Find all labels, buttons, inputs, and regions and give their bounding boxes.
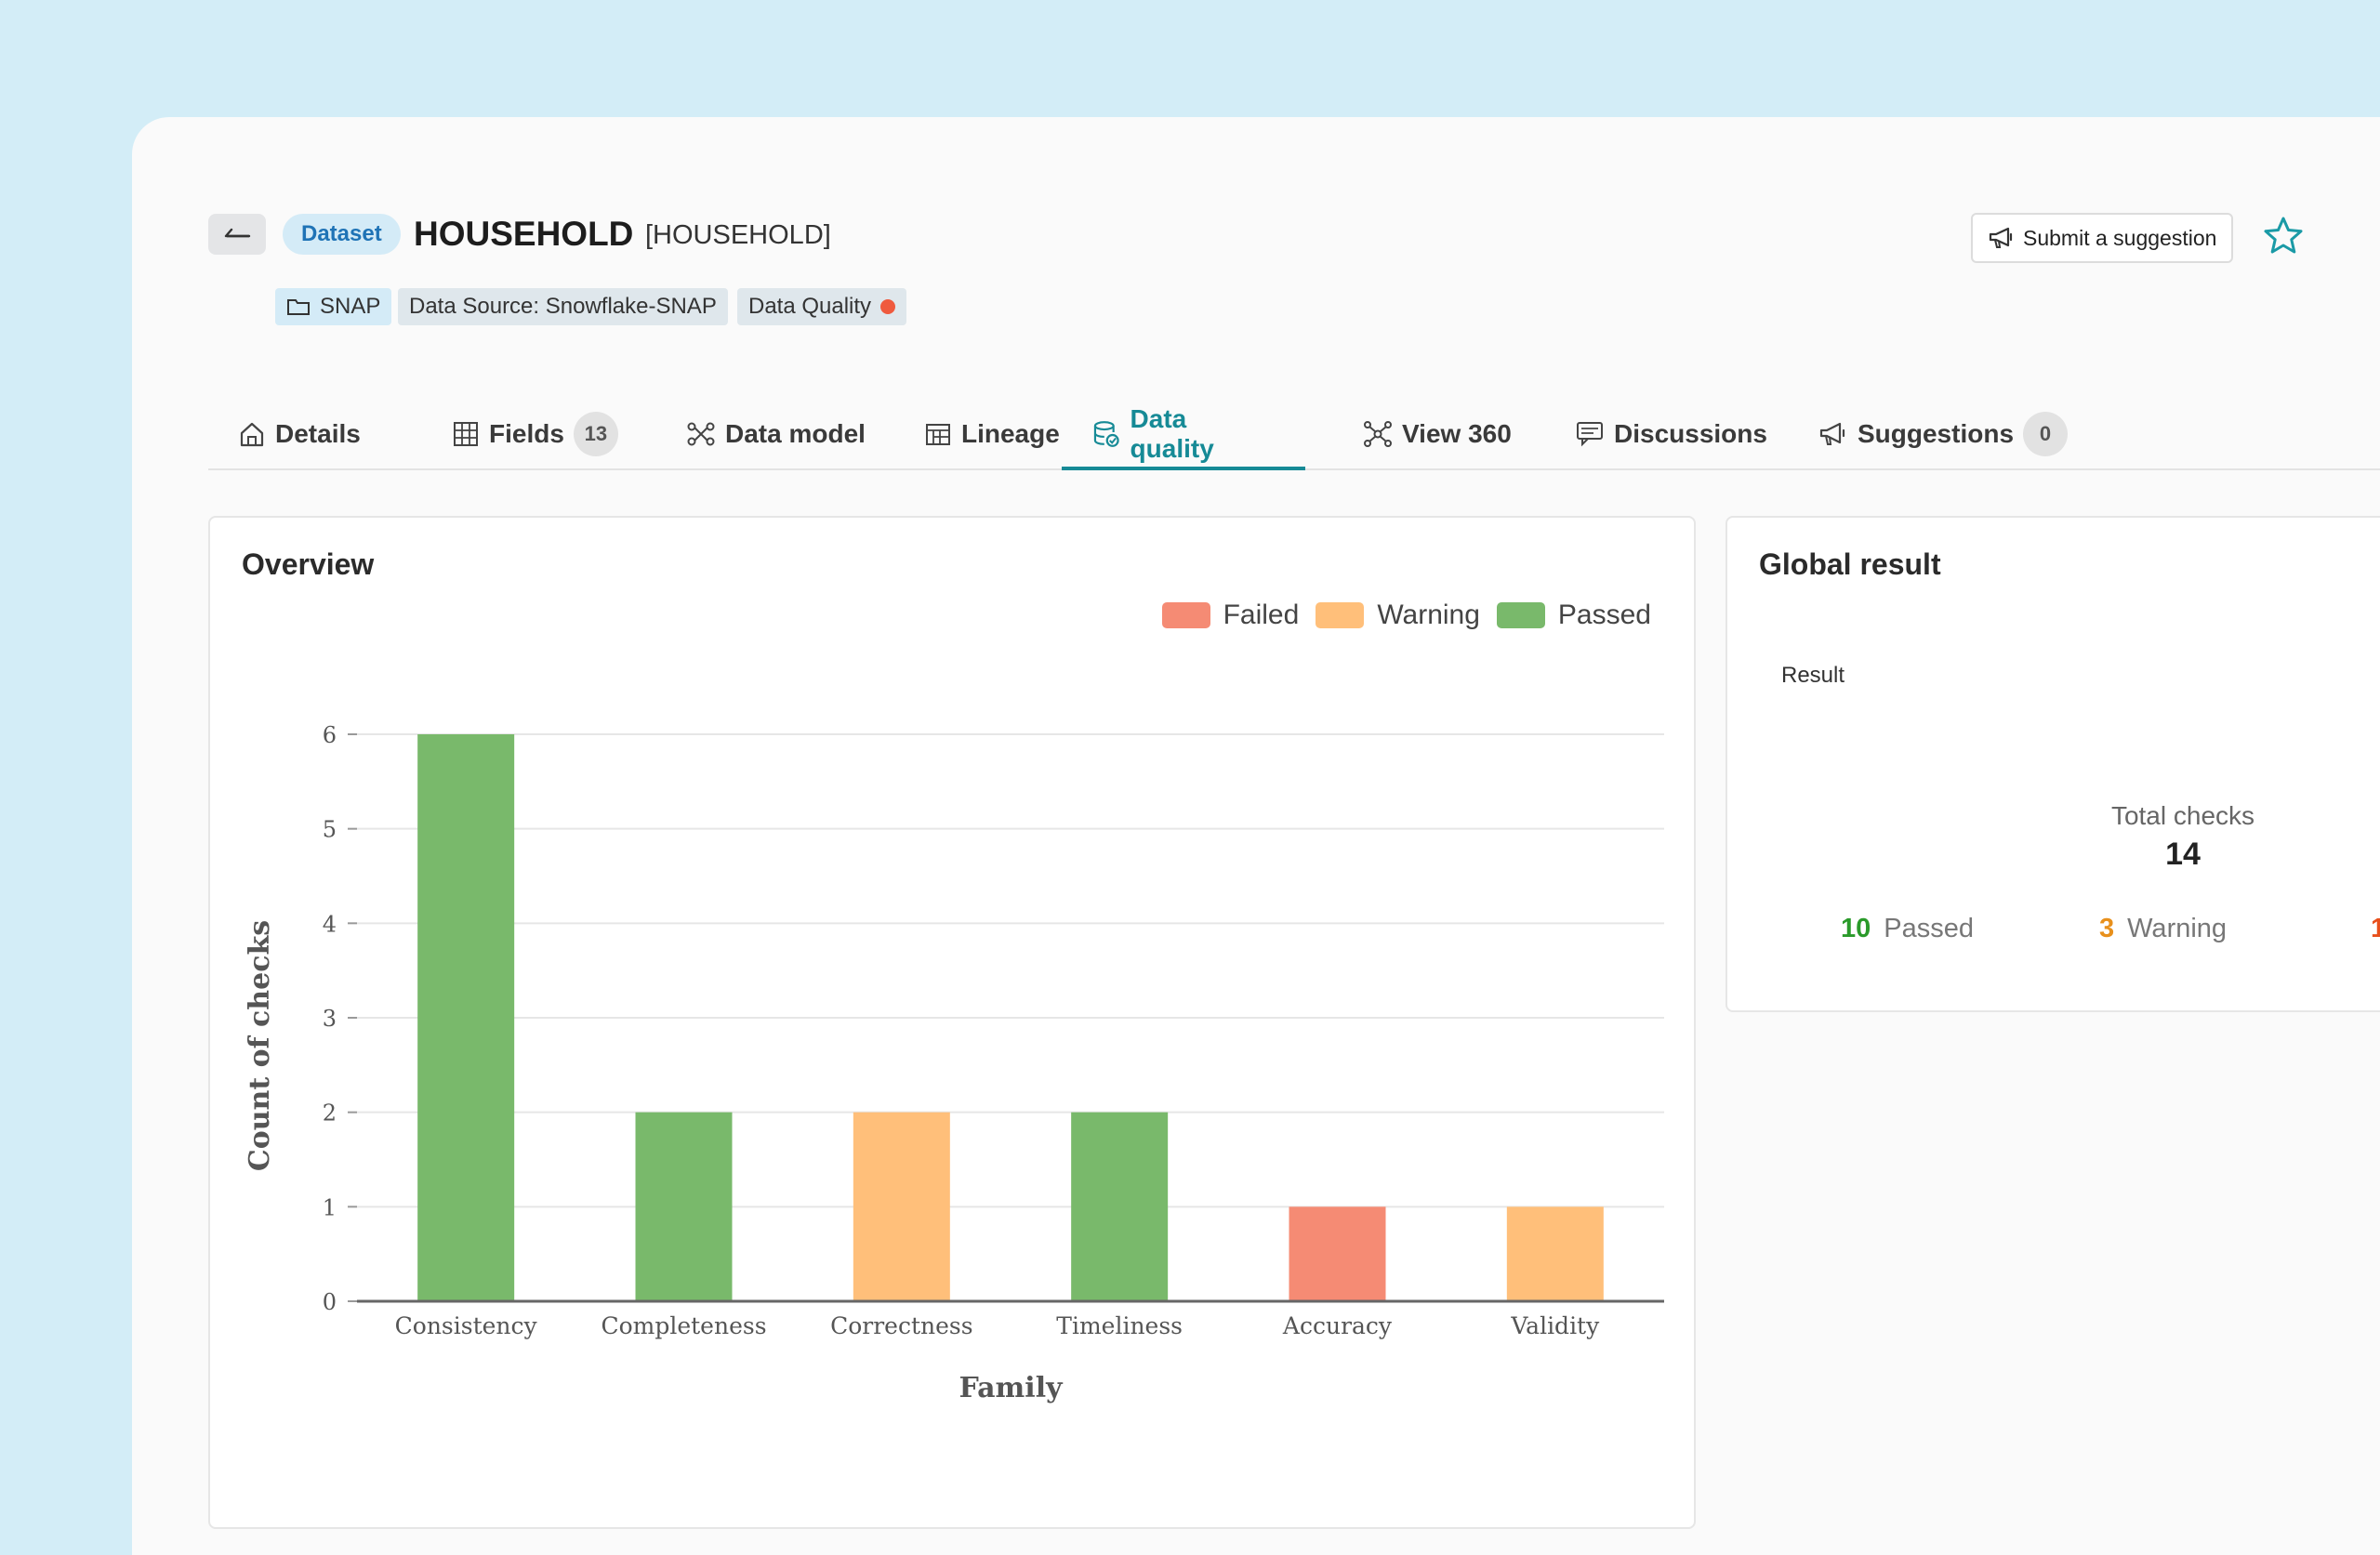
legend-label-failed: Failed (1223, 600, 1300, 630)
tab-suggestions[interactable]: Suggestions 0 (1789, 400, 2097, 468)
legend-swatch-failed (1161, 602, 1210, 628)
failed-stat: 1 (2371, 914, 2380, 944)
tab-fields-label: Fields (489, 419, 564, 448)
database-check-icon (1093, 421, 1119, 447)
data-source-chip[interactable]: Data Source: Snowflake-SNAP (398, 288, 728, 325)
page-title: HOUSEHOLD (414, 215, 634, 253)
passed-stat: 10 Passed (1841, 914, 1974, 944)
home-icon (240, 422, 264, 447)
folder-icon (287, 299, 310, 315)
passed-label: Passed (1884, 914, 1974, 943)
data-quality-chip[interactable]: Data Quality (737, 288, 907, 325)
bar-correctness[interactable] (853, 1112, 950, 1301)
warning-label: Warning (2127, 914, 2228, 943)
tab-suggestions-label: Suggestions (1858, 419, 2015, 448)
tab-view-360[interactable]: View 360 (1333, 400, 1541, 468)
warning-count: 3 (2099, 914, 2115, 943)
x-tick-label: Consistency (395, 1312, 538, 1339)
total-checks-label: Total checks (2110, 801, 2255, 830)
back-button[interactable] (208, 214, 266, 255)
quality-status-dot (880, 299, 896, 314)
submit-suggestion-label: Submit a suggestion (2023, 225, 2217, 250)
global-result-title: Global result (1759, 547, 1941, 581)
legend-label-passed: Passed (1557, 600, 1651, 630)
x-tick-label: Timeliness (1056, 1312, 1183, 1339)
tab-details-label: Details (275, 419, 361, 448)
warning-stat: 3 Warning (2099, 914, 2227, 944)
bar-timeliness[interactable] (1071, 1112, 1169, 1301)
bar-chart: 0 1 2 3 4 5 6 Consistency Completeness Correctnes… (244, 722, 1664, 1404)
data-quality-label: Data Quality (748, 294, 872, 319)
tab-lineage[interactable]: Lineage (894, 400, 1090, 468)
chat-icon (1577, 422, 1603, 447)
bar-accuracy[interactable] (1289, 1206, 1386, 1301)
total-checks-value: 14 (2165, 837, 2201, 872)
folder-chip[interactable]: SNAP (275, 288, 392, 325)
x-axis-title: Family (959, 1372, 1064, 1404)
overview-panel: Overview Failed Warning Passed 0 1 2 3 4 5 6 Co… (208, 516, 1696, 1529)
passed-count: 10 (1841, 914, 1871, 943)
bar-consistency[interactable] (417, 734, 515, 1301)
failed-count: 1 (2371, 914, 2380, 943)
y-tick-label: 2 (323, 1100, 337, 1127)
chart-legend: Failed Warning Passed (1161, 600, 1651, 631)
tab-data-quality[interactable]: Data quality (1062, 400, 1305, 470)
bar-completeness[interactable] (635, 1112, 733, 1301)
tab-data-model[interactable]: Data model (656, 400, 895, 468)
megaphone-icon (1989, 227, 2013, 248)
y-tick-label: 3 (323, 1006, 337, 1032)
legend-item-failed[interactable]: Failed (1161, 600, 1300, 631)
star-icon[interactable] (2261, 214, 2306, 258)
data-source-label: Data Source: Snowflake-SNAP (409, 294, 717, 319)
megaphone-icon (1819, 422, 1845, 445)
grid-icon (454, 422, 478, 446)
lineage-icon (926, 424, 950, 445)
arrow-left-icon (224, 228, 251, 238)
fields-count-badge: 13 (573, 412, 618, 456)
page-subtitle: [HOUSEHOLD] (645, 220, 831, 250)
legend-swatch-passed (1496, 602, 1545, 628)
x-tick-label: Validity (1510, 1312, 1600, 1339)
legend-item-warning[interactable]: Warning (1316, 600, 1480, 631)
submit-suggestion-button[interactable]: Submit a suggestion (1971, 213, 2234, 263)
dataset-badge: Dataset (283, 214, 401, 255)
x-tick-label: Accuracy (1282, 1312, 1393, 1339)
suggestions-count-badge: 0 (2023, 412, 2069, 456)
legend-label-warning: Warning (1377, 600, 1480, 630)
x-tick-label: Correctness (830, 1312, 972, 1339)
legend-swatch-warning (1316, 602, 1365, 628)
tab-discussions[interactable]: Discussions (1545, 400, 1797, 468)
tab-details[interactable]: Details (208, 400, 390, 468)
tab-fields[interactable]: Fields 13 (422, 400, 648, 468)
overview-title: Overview (242, 547, 375, 581)
global-result-panel: Global result Result Total checks 14 10 … (1726, 516, 2380, 1012)
legend-item-passed[interactable]: Passed (1496, 600, 1651, 631)
y-tick-label: 0 (323, 1289, 337, 1315)
result-label: Result (1781, 663, 1845, 688)
tab-view-360-label: View 360 (1402, 419, 1512, 448)
tab-data-model-label: Data model (725, 419, 866, 448)
y-axis-title: Count of checks (244, 920, 276, 1171)
bar-validity[interactable] (1506, 1206, 1604, 1301)
x-tick-label: Completeness (601, 1312, 766, 1339)
data-model-icon (687, 422, 715, 446)
y-tick-label: 4 (323, 911, 337, 937)
folder-chip-label: SNAP (320, 294, 381, 319)
tab-lineage-label: Lineage (961, 419, 1060, 448)
network-icon (1364, 421, 1392, 447)
y-tick-label: 1 (323, 1194, 337, 1220)
y-tick-label: 6 (323, 722, 337, 748)
tab-data-quality-label: Data quality (1130, 404, 1214, 463)
tab-bar: Details Fields 13 Data model Lineage (208, 400, 2380, 470)
tab-discussions-label: Discussions (1614, 419, 1767, 448)
y-tick-label: 5 (323, 817, 337, 843)
